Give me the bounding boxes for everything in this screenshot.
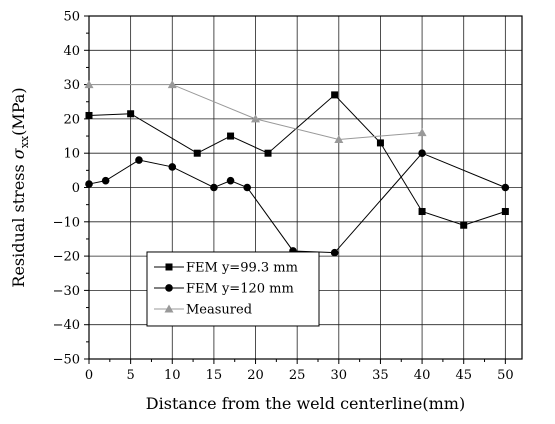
data-point [417,128,427,137]
data-point [334,134,344,143]
x-axis-title: Distance from the weld centerline(mm) [146,394,465,413]
data-point [501,183,510,192]
x-tick-label: 35 [372,368,389,383]
legend-marker [165,284,173,292]
data-point [418,208,426,216]
data-point [85,111,93,119]
y-axis-title-unit: (MPa) [9,87,28,135]
axis-ticks: 0 5 10 15 20 25 30 35 40 45 50 −50 −40 −30 −20 −10 0 10 20… [53,10,514,384]
x-tick-label: 50 [497,368,514,383]
data-point [264,149,272,157]
legend-label: FEM y=120 mm [186,281,294,296]
legend-marker [164,304,174,313]
legend-marker [165,263,173,271]
legend-entry: Measured [154,302,252,317]
y-tick-label: −10 [53,215,80,230]
data-point [101,176,110,185]
x-tick-label: 10 [164,368,181,383]
x-tick-label: 30 [331,368,348,383]
data-point [418,149,426,157]
legend-label: Measured [186,302,252,317]
y-tick-label: 50 [63,10,80,25]
y-axis-title-symbol: σ [9,147,28,159]
data-point [226,176,235,185]
data-point [460,221,468,229]
y-tick-label: −20 [53,250,80,265]
x-tick-label: 20 [247,368,264,383]
data-point [330,248,339,257]
data-point [168,163,177,171]
data-point [167,80,177,89]
y-tick-label: 20 [63,112,80,127]
data-point [251,114,261,123]
data-point [243,183,252,192]
series-line [88,94,506,226]
y-tick-label: 30 [63,78,80,93]
x-tick-label: 5 [126,368,134,383]
y-axis-title-subscript: xx [18,135,31,148]
legend: FEM y=99.3 mm FEM y=120 mm Measured [146,251,320,327]
x-tick-label: 15 [206,368,223,383]
y-axis-title-prefix: Residual stress [9,159,28,287]
legend-entry: FEM y=99.3 mm [154,260,298,275]
x-tick-label: 45 [455,368,472,383]
legend-entry: FEM y=120 mm [154,281,294,296]
data-point [127,110,135,118]
y-tick-label: 10 [63,147,80,162]
y-axis-title: Residual stress σxx(MPa) [9,87,31,287]
y-tick-label: −30 [53,284,80,299]
x-tick-label: 0 [85,368,93,383]
series-1 [85,91,509,229]
data-point [135,156,143,164]
data-point [210,183,218,192]
x-tick-label: 25 [289,368,306,383]
x-tick-label: 40 [414,368,431,383]
legend-box [146,251,320,327]
data-point [85,180,93,188]
series-3 [84,80,427,143]
data-point [376,139,384,147]
legend-label: FEM y=99.3 mm [186,260,298,275]
data-point [193,149,201,157]
y-tick-label: −40 [53,318,80,333]
data-point [84,80,94,89]
y-tick-label: 40 [63,44,80,59]
y-tick-label: 0 [72,181,80,196]
data-point [331,91,339,99]
data-point [227,132,235,140]
data-point [501,208,509,216]
y-tick-label: −50 [53,353,80,368]
